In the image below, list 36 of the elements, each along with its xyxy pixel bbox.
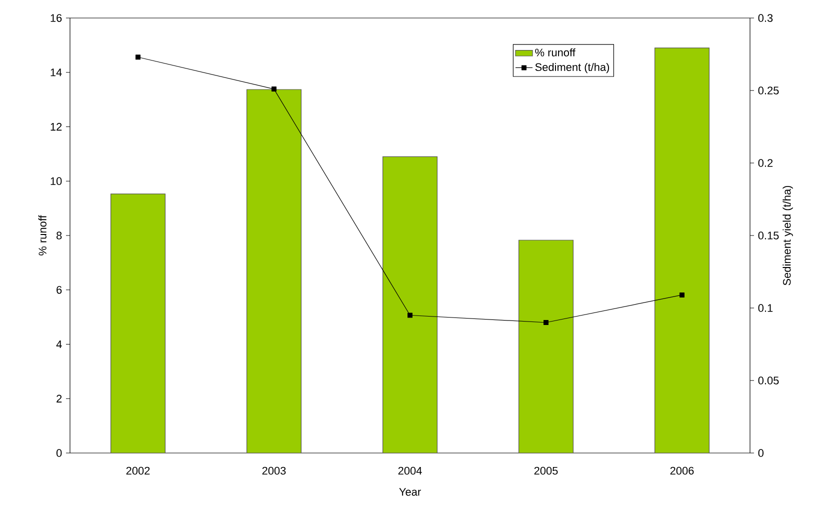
- x-tick-label: 2005: [534, 466, 558, 475]
- y-tick-label: 4: [56, 340, 62, 348]
- bar: [110, 194, 166, 453]
- y2-tick-label: 0.05: [758, 376, 779, 384]
- y-tick-label: 8: [56, 232, 62, 240]
- y-tick-label: 12: [50, 122, 62, 131]
- point: [272, 86, 276, 92]
- y-tick-label: 14: [50, 68, 62, 76]
- x-axis-title: Year: [399, 488, 421, 496]
- y2-tick-label: 0: [758, 449, 764, 457]
- bar: [518, 240, 574, 453]
- y2-tick-label: 0.25: [758, 86, 779, 94]
- y2-tick-label: 0.3: [758, 14, 773, 22]
- y-tick-label: 0: [56, 449, 62, 457]
- x-tick-label: 2003: [262, 466, 286, 475]
- y2-tick-label: 0.15: [758, 232, 779, 240]
- bar: [654, 48, 710, 453]
- y2-tick-label: 0.2: [758, 159, 773, 167]
- x-tick-label: 2004: [398, 466, 422, 475]
- y-tick-label: 10: [50, 177, 62, 186]
- point: [136, 54, 140, 60]
- y2-tick-label: 0.1: [758, 304, 773, 312]
- point: [680, 292, 684, 298]
- y-axis-title: % runoff: [38, 215, 46, 256]
- point: [408, 312, 412, 318]
- y2-axis-title: Sediment yield (t/ha): [782, 186, 793, 286]
- y-tick-label: 16: [50, 14, 62, 22]
- y-tick-label: 2: [56, 394, 62, 402]
- x-tick-label: 2006: [670, 466, 694, 475]
- bar: [246, 89, 302, 453]
- legend-label: Sediment (t/ha): [535, 62, 610, 74]
- legend-label: % runoff: [535, 48, 576, 56]
- bar: [382, 156, 438, 453]
- x-tick-label: 2002: [126, 466, 150, 475]
- y-tick-label: 6: [56, 286, 62, 294]
- point: [544, 320, 548, 325]
